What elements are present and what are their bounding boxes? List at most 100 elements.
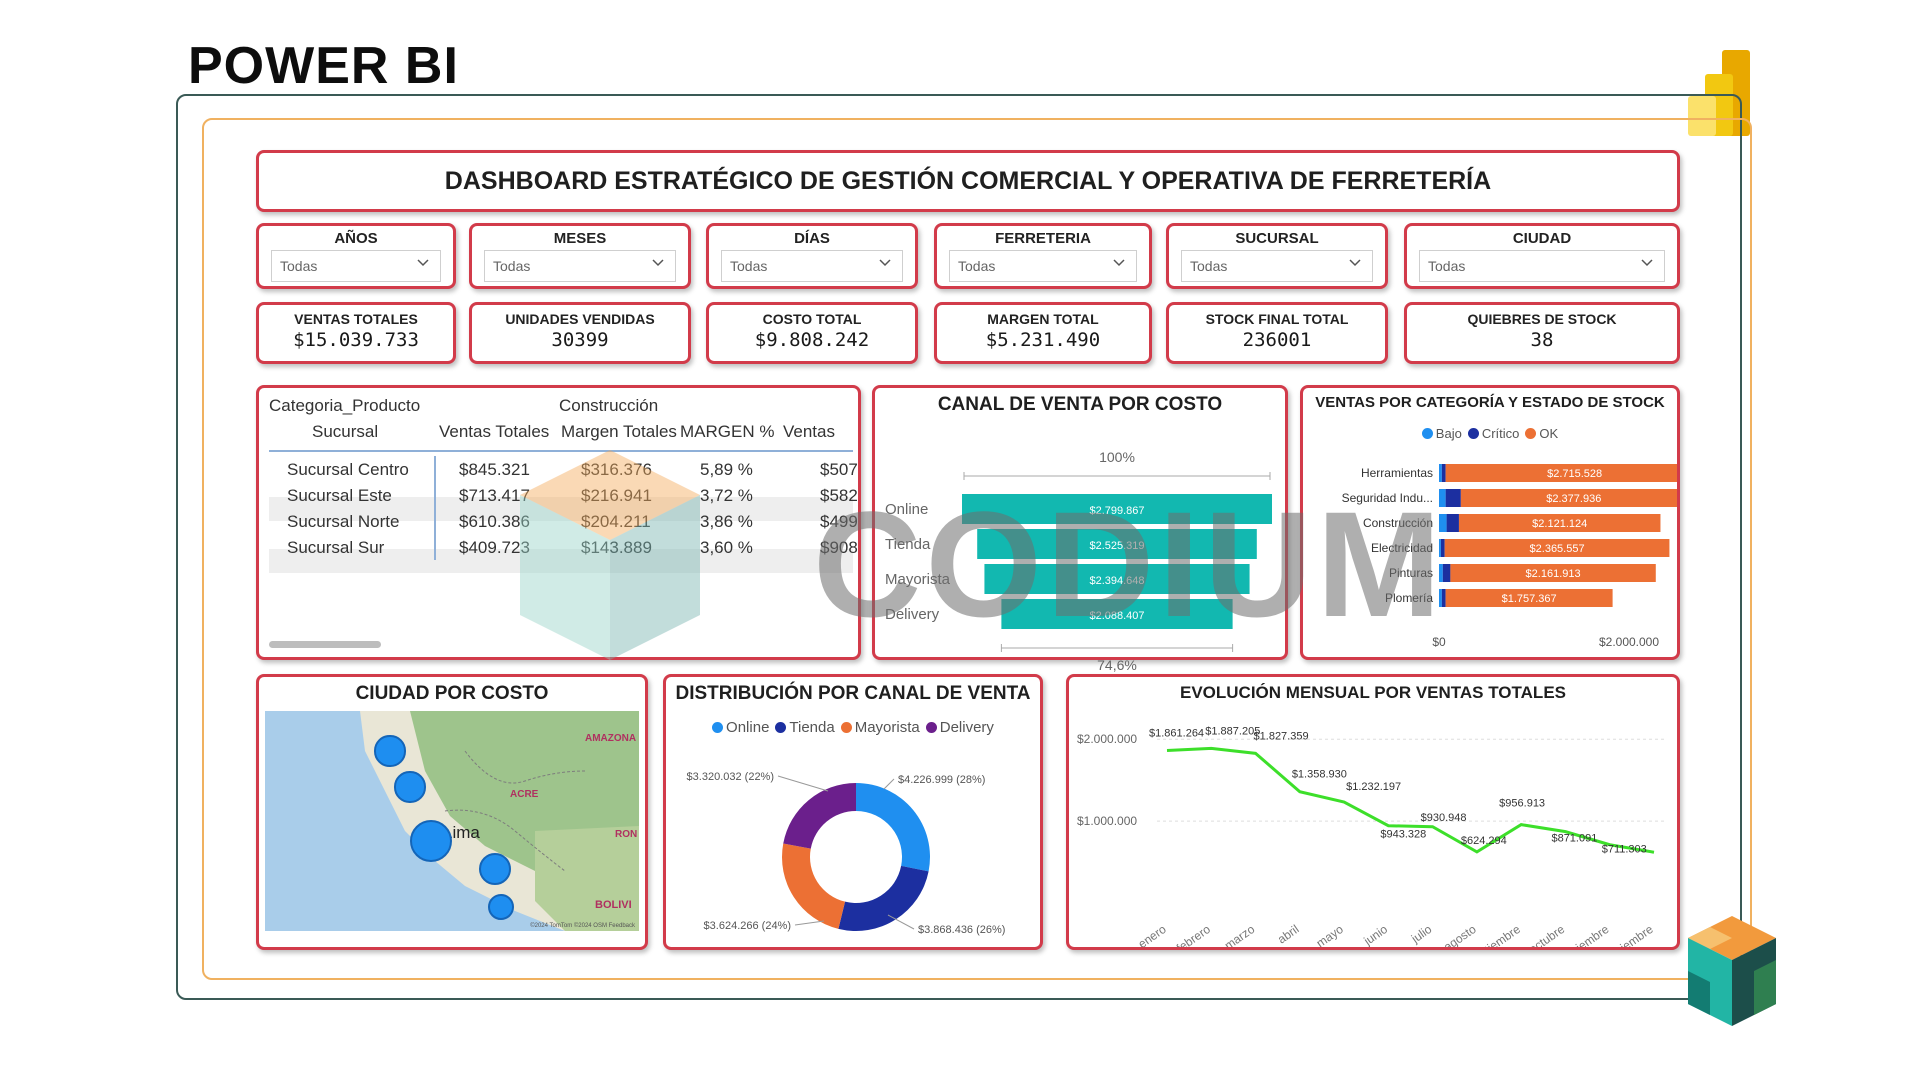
legend-item: Tienda xyxy=(775,719,835,736)
line-data-label: $943.328 xyxy=(1380,829,1426,841)
city-cost-map[interactable]: CIUDAD POR COSTO Lima ACRE AMAZONA RON BOLIV… xyxy=(256,674,648,950)
slicer-dropdown[interactable]: Todas xyxy=(271,250,441,282)
bar-segment-ok xyxy=(1458,514,1661,532)
slicer-label: DÍAS xyxy=(794,230,830,247)
slicer-dropdown[interactable]: Todas xyxy=(949,250,1137,282)
map-place-label: Lima xyxy=(443,823,480,842)
slicer-5[interactable]: SUCURSAL Todas xyxy=(1166,223,1388,289)
chevron-down-icon[interactable] xyxy=(651,255,665,269)
slicer-4[interactable]: FERRETERIA Todas xyxy=(934,223,1152,289)
slicer-3[interactable]: DÍAS Todas xyxy=(706,223,918,289)
chevron-down-icon[interactable] xyxy=(878,255,892,269)
matrix-cell: 5,89 % xyxy=(700,460,753,479)
matrix-scrollbar[interactable] xyxy=(269,641,381,648)
stock-category-chart: VENTAS POR CATEGORÍA Y ESTADO DE STOCK B… xyxy=(1300,385,1680,660)
slicer-dropdown[interactable]: Todas xyxy=(484,250,676,282)
slicer-label: FERRETERIA xyxy=(995,230,1091,247)
line-data-label: $956.913 xyxy=(1499,798,1545,810)
line-data-label: $1.232.197 xyxy=(1346,781,1401,793)
matrix-cell: $499 xyxy=(820,512,858,531)
matrix-column-header: MARGEN % xyxy=(680,422,775,441)
legend-label: Crítico xyxy=(1481,426,1520,441)
codium-cube-logo-icon xyxy=(1688,916,1776,1026)
legend-item: Mayorista xyxy=(840,719,920,736)
bar-segment-crítico xyxy=(1441,464,1446,482)
slicer-label: SUCURSAL xyxy=(1235,230,1319,247)
city-bubble[interactable] xyxy=(394,771,426,803)
chevron-down-icon[interactable] xyxy=(1112,255,1126,269)
y-tick-label: $2.000.000 xyxy=(1077,732,1137,746)
slicer-1[interactable]: AÑOS Todas xyxy=(256,223,456,289)
map-place-label: ACRE xyxy=(510,789,539,800)
line-data-label: $930.948 xyxy=(1421,812,1467,824)
map-canvas[interactable]: Lima ACRE AMAZONA RON BOLIVI ©2024 TomTom ©2… xyxy=(265,711,639,931)
slicer-2[interactable]: MESES Todas xyxy=(469,223,691,289)
donut-chart: DISTRIBUCIÓN POR CANAL DE VENTA Online Ti… xyxy=(663,674,1043,950)
bar-value-label: $2.715.528 xyxy=(1547,468,1602,480)
donut-leader-line xyxy=(887,914,915,930)
x-tick-label: mayo xyxy=(1314,922,1346,947)
bar-value-label: $2.161.913 xyxy=(1526,568,1581,580)
matrix-row-name: Sucursal Norte xyxy=(287,512,400,531)
bar-value-label: $2.121.124 xyxy=(1532,518,1587,530)
slicer-value: Todas xyxy=(1428,258,1466,274)
power-bi-logo-icon xyxy=(1688,50,1752,136)
brand-title: POWER BI xyxy=(188,37,459,95)
funnel-bar xyxy=(984,564,1250,594)
matrix-row-name: Sucursal Este xyxy=(287,486,392,505)
legend-item: OK xyxy=(1525,426,1558,441)
matrix-cell: $507 xyxy=(820,460,858,479)
line-data-label: $1.861.264 xyxy=(1149,728,1204,740)
slicer-dropdown[interactable]: Todas xyxy=(1419,250,1665,282)
map-place-label: RON xyxy=(615,829,638,840)
bar-category-label: Seguridad Indu... xyxy=(1342,491,1433,505)
x-tick-label: $0 xyxy=(1432,635,1446,649)
slicer-label: AÑOS xyxy=(334,230,378,247)
chevron-down-icon[interactable] xyxy=(1348,255,1362,269)
line-title: EVOLUCIÓN MENSUAL POR VENTAS TOTALES xyxy=(1180,683,1566,702)
legend-item: Online xyxy=(712,719,769,736)
kpi-label: STOCK FINAL TOTAL xyxy=(1205,311,1349,327)
inner-frame xyxy=(202,118,1752,980)
legend-label: Online xyxy=(726,719,770,736)
matrix-cell: $610.386 xyxy=(459,512,530,531)
bar-segment-bajo xyxy=(1439,589,1442,607)
bar-category-label: Construcción xyxy=(1363,516,1433,530)
city-bubble[interactable] xyxy=(487,893,515,921)
line-data-label: $711.303 xyxy=(1602,844,1647,856)
city-bubble[interactable] xyxy=(478,852,512,886)
donut-slice xyxy=(782,843,846,929)
legend-item: Delivery xyxy=(925,719,994,736)
legend-dot xyxy=(1525,428,1537,439)
city-bubble[interactable] xyxy=(410,820,452,862)
legend-dot xyxy=(712,722,724,733)
x-tick-label: octubre xyxy=(1526,922,1567,947)
funnel-svg: 100% $2.799.867 Online $2.525.319 Tienda $2.3… xyxy=(885,449,1272,673)
bar-segment-ok xyxy=(1444,539,1670,557)
line-data-label: $1.887.205 xyxy=(1205,725,1260,737)
line-data-label: $1.827.359 xyxy=(1254,730,1309,742)
sales-matrix[interactable]: Categoria_Producto Sucursal Construcción Ve… xyxy=(256,385,861,660)
watermark-cube-icon xyxy=(520,450,700,660)
monthly-line-chart: EVOLUCIÓN MENSUAL POR VENTAS TOTALES $1.… xyxy=(1066,674,1680,950)
chevron-down-icon[interactable] xyxy=(1640,255,1654,269)
funnel-value-label: $2.088.407 xyxy=(1089,610,1144,622)
kpi-label: MARGEN TOTAL xyxy=(987,311,1099,327)
kpi-card-1: VENTAS TOTALES $15.039.733 xyxy=(256,302,456,364)
slicer-dropdown[interactable]: Todas xyxy=(1181,250,1373,282)
x-tick-label: febrero xyxy=(1174,922,1213,947)
slicer-6[interactable]: CIUDAD Todas xyxy=(1404,223,1680,289)
donut-slice xyxy=(856,783,930,872)
city-bubble[interactable] xyxy=(374,735,406,767)
donut-slice xyxy=(838,865,929,931)
slicer-dropdown[interactable]: Todas xyxy=(721,250,903,282)
bar-segment-bajo xyxy=(1439,514,1447,532)
line-data-label: $1.358.930 xyxy=(1292,769,1347,781)
chevron-down-icon[interactable] xyxy=(416,255,430,269)
matrix-cell: $409.723 xyxy=(459,538,530,557)
matrix-cell: 3,86 % xyxy=(700,512,753,531)
legend-dot xyxy=(1467,428,1479,439)
legend-dot xyxy=(840,722,852,733)
legend-item: Crítico xyxy=(1467,426,1520,441)
bar-segment-crítico xyxy=(1441,589,1446,607)
